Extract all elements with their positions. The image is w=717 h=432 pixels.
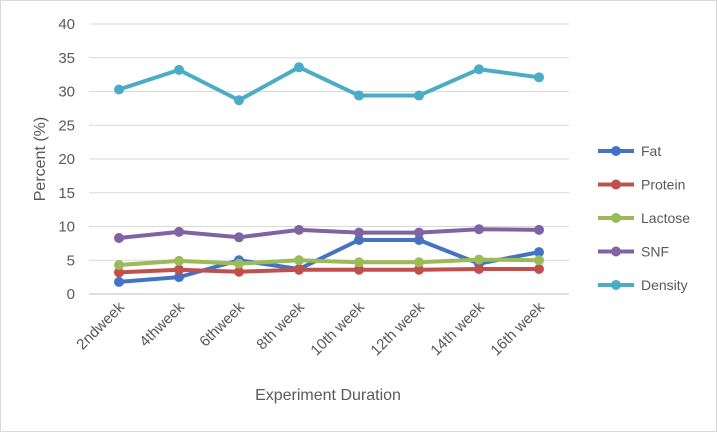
- legend-label: SNF: [641, 244, 669, 260]
- data-point-lactose: [234, 258, 244, 269]
- data-point-snf: [234, 232, 244, 243]
- legend-label: Protein: [641, 177, 685, 193]
- legend-swatch-marker: [611, 280, 621, 290]
- data-point-fat: [174, 272, 184, 283]
- legend-label: Density: [641, 277, 688, 293]
- data-point-lactose: [114, 259, 124, 270]
- y-axis-ticks: 0 5 10 15 20 25 30 35 40: [58, 16, 75, 303]
- y-tick-label: 20: [58, 151, 75, 168]
- y-tick-label: 0: [67, 286, 75, 303]
- x-tick-label: 12th week: [367, 298, 428, 359]
- data-point-protein: [234, 266, 244, 277]
- y-tick-label: 25: [58, 117, 75, 134]
- data-point-density: [234, 95, 244, 106]
- legend-label: Fat: [641, 143, 661, 159]
- x-axis-title: Experiment Duration: [255, 387, 401, 404]
- data-point-fat: [534, 247, 544, 258]
- legend-swatch-marker: [611, 213, 621, 223]
- data-point-protein: [354, 264, 364, 275]
- data-point-fat: [114, 276, 124, 287]
- data-point-density: [114, 84, 124, 95]
- y-tick-label: 5: [67, 252, 75, 269]
- series-group: [114, 62, 544, 287]
- data-point-snf: [414, 227, 424, 238]
- data-point-protein: [474, 264, 484, 275]
- data-point-density: [354, 90, 364, 101]
- data-point-snf: [294, 224, 304, 235]
- series-line-lactose: [117, 257, 541, 267]
- data-point-lactose: [474, 254, 484, 265]
- legend-swatch-marker: [611, 146, 621, 156]
- data-point-snf: [474, 224, 484, 235]
- legend-swatch-marker: [611, 179, 621, 190]
- series-density: [114, 62, 544, 106]
- data-point-fat: [354, 235, 364, 245]
- y-tick-label: 10: [58, 219, 75, 236]
- x-tick-label: 10th week: [307, 298, 368, 359]
- series-line-snf: [117, 227, 541, 240]
- data-point-density: [174, 64, 184, 75]
- data-point-snf: [534, 224, 544, 235]
- legend-label: Lactose: [641, 210, 690, 226]
- data-point-snf: [354, 227, 364, 238]
- data-point-density: [534, 72, 544, 83]
- x-tick-label: 6thweek: [196, 298, 248, 350]
- x-tick-label: 16th week: [487, 298, 548, 359]
- legend-item-fat: Fat: [598, 143, 661, 159]
- data-point-lactose: [174, 255, 184, 266]
- legend-item-snf: SNF: [598, 244, 669, 260]
- data-point-snf: [114, 232, 124, 243]
- legend: Fat Protein Lactose SNF Density: [598, 143, 690, 293]
- data-point-density: [414, 90, 424, 101]
- x-tick-label: 4thweek: [136, 298, 188, 350]
- series-snf: [114, 224, 544, 243]
- x-tick-label: 14th week: [427, 298, 488, 359]
- legend-item-lactose: Lactose: [598, 210, 690, 226]
- y-tick-label: 35: [58, 50, 75, 67]
- y-tick-label: 30: [58, 84, 75, 101]
- data-point-protein: [294, 264, 304, 275]
- data-point-protein: [534, 264, 544, 275]
- data-point-lactose: [414, 257, 424, 268]
- series-line-protein: [117, 267, 541, 275]
- data-point-lactose: [294, 255, 304, 266]
- y-axis-title: Percent (%): [32, 117, 49, 201]
- legend-swatch-marker: [611, 246, 621, 257]
- data-point-protein: [414, 264, 424, 275]
- legend-item-protein: Protein: [598, 177, 685, 193]
- data-point-protein: [114, 267, 124, 278]
- series-protein: [114, 264, 544, 278]
- data-point-density: [294, 62, 304, 73]
- series-line-density: [117, 65, 541, 103]
- series-lactose: [114, 254, 544, 270]
- x-tick-label: 2ndweek: [73, 298, 128, 353]
- data-point-protein: [174, 264, 184, 275]
- data-point-snf: [174, 226, 184, 237]
- legend-item-density: Density: [598, 277, 688, 293]
- data-point-density: [474, 64, 484, 75]
- y-tick-label: 40: [58, 16, 75, 33]
- data-point-lactose: [534, 255, 544, 266]
- y-tick-label: 15: [58, 185, 75, 202]
- x-tick-label: 8th week: [253, 298, 308, 353]
- x-axis-ticks: 2ndweek 4thweek 6thweek 8th week 10th week 12…: [73, 298, 548, 359]
- data-point-lactose: [354, 257, 364, 268]
- data-point-fat: [414, 235, 424, 245]
